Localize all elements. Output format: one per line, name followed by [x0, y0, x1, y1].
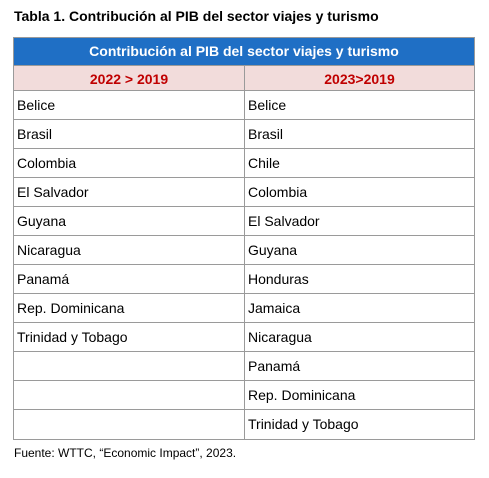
table-cell: Nicaragua — [245, 323, 474, 352]
table-banner: Contribución al PIB del sector viajes y … — [14, 38, 474, 65]
table-columns: 2022 > 2019 Belice Brasil Colombia El Sa… — [14, 65, 474, 439]
table-cell: Chile — [245, 149, 474, 178]
table-cell: Colombia — [14, 149, 244, 178]
column-header-2023: 2023>2019 — [245, 65, 474, 91]
column-2023: 2023>2019 Belice Brasil Chile Colombia E… — [245, 65, 474, 439]
table-cell: Brasil — [245, 120, 474, 149]
table-cell: El Salvador — [245, 207, 474, 236]
table-cell: Honduras — [245, 265, 474, 294]
table-cell: Belice — [245, 91, 474, 120]
table-cell-empty — [14, 381, 244, 410]
table-cell: Panamá — [245, 352, 474, 381]
table-cell: El Salvador — [14, 178, 244, 207]
table-cell: Rep. Dominicana — [14, 294, 244, 323]
source-note: Fuente: WTTC, “Economic Impact”, 2023. — [14, 446, 237, 460]
table-cell: Nicaragua — [14, 236, 244, 265]
gdp-contribution-table: Contribución al PIB del sector viajes y … — [13, 37, 475, 440]
table-cell: Panamá — [14, 265, 244, 294]
table-cell: Colombia — [245, 178, 474, 207]
table-cell: Brasil — [14, 120, 244, 149]
table-cell: Jamaica — [245, 294, 474, 323]
table-cell-empty — [14, 352, 244, 381]
column-2022: 2022 > 2019 Belice Brasil Colombia El Sa… — [14, 65, 245, 439]
table-cell: Trinidad y Tobago — [248, 416, 359, 432]
column-header-2022: 2022 > 2019 — [14, 65, 244, 91]
table-caption: Tabla 1. Contribución al PIB del sector … — [14, 8, 379, 24]
table-cell: Guyana — [14, 207, 244, 236]
table-cell: Belice — [14, 91, 244, 120]
table-cell: Guyana — [245, 236, 474, 265]
table-cell-empty — [14, 410, 244, 439]
table-cell: Trinidad y Tobago — [14, 323, 244, 352]
table-cell: Rep. Dominicana — [245, 381, 474, 410]
